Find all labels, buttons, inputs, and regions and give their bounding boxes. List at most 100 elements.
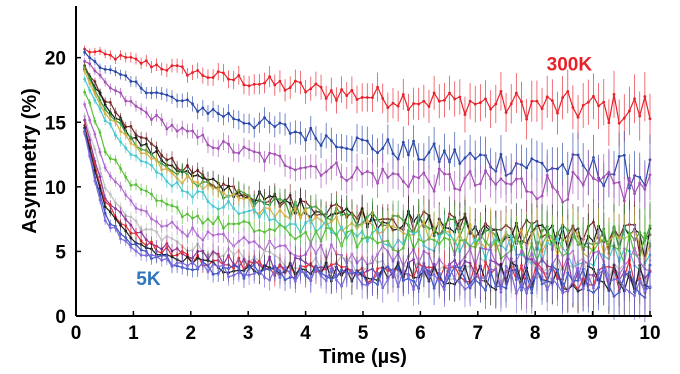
data-point	[196, 69, 200, 72]
data-point	[196, 181, 200, 184]
data-point	[288, 271, 292, 275]
data-point	[304, 230, 308, 234]
data-point	[622, 286, 626, 290]
data-point	[314, 137, 318, 140]
data-point	[288, 166, 292, 170]
data-point	[196, 110, 200, 113]
data-point	[335, 215, 338, 219]
data-point	[283, 266, 287, 269]
data-point	[427, 275, 431, 279]
data-point	[211, 233, 215, 237]
data-point	[129, 215, 133, 219]
data-point	[165, 202, 169, 206]
data-point	[88, 118, 92, 122]
data-point	[237, 271, 241, 275]
data-point	[309, 87, 313, 91]
data-point	[93, 119, 97, 123]
data-point	[309, 164, 313, 168]
data-point	[345, 147, 349, 150]
data-point	[144, 111, 148, 114]
data-point	[335, 233, 338, 237]
data-point	[129, 80, 133, 83]
data-point	[293, 222, 297, 226]
data-point	[247, 84, 251, 88]
data-point	[180, 168, 184, 172]
data-point	[144, 59, 148, 63]
data-point	[201, 221, 205, 225]
data-point	[242, 197, 246, 201]
data-point	[376, 151, 379, 155]
data-point	[283, 199, 287, 203]
data-point	[150, 192, 153, 196]
data-point	[252, 82, 256, 86]
data-point	[201, 74, 205, 77]
data-point	[211, 250, 215, 254]
data-point	[355, 274, 359, 278]
data-point	[509, 102, 513, 106]
data-point	[319, 144, 323, 147]
data-point	[340, 175, 344, 179]
data-point	[417, 237, 421, 241]
data-point	[98, 73, 102, 77]
data-point	[242, 145, 246, 149]
data-point	[155, 63, 158, 67]
data-point	[417, 176, 421, 180]
data-point	[139, 86, 143, 90]
data-point	[396, 265, 400, 269]
data-point	[401, 246, 405, 250]
data-point	[170, 156, 174, 160]
data-point	[463, 113, 467, 116]
data-point	[180, 215, 184, 219]
data-point	[232, 78, 236, 82]
data-point	[566, 289, 570, 293]
data-point	[345, 179, 349, 182]
data-point	[443, 172, 446, 176]
data-point	[211, 262, 215, 266]
data-point	[103, 80, 107, 84]
data-point	[108, 68, 112, 72]
x-tick-label: 2	[186, 323, 197, 344]
data-point	[252, 230, 256, 233]
data-point	[237, 212, 241, 216]
data-point	[427, 105, 431, 108]
data-point	[232, 222, 236, 226]
data-point	[221, 263, 225, 267]
data-point	[175, 261, 179, 265]
data-point	[335, 98, 338, 102]
data-point	[216, 188, 220, 191]
data-point	[473, 157, 477, 161]
data-point	[463, 176, 467, 180]
data-point	[437, 99, 441, 103]
data-point	[227, 111, 230, 115]
data-point	[221, 206, 225, 209]
data-point	[458, 95, 462, 99]
data-point	[175, 99, 179, 103]
data-point	[98, 107, 102, 111]
data-point	[129, 55, 133, 59]
data-point	[520, 282, 523, 286]
data-point	[144, 151, 148, 155]
data-point	[165, 127, 169, 131]
data-point	[83, 69, 87, 73]
data-point	[129, 153, 133, 156]
data-point	[98, 49, 102, 53]
data-point	[252, 207, 256, 211]
data-point	[124, 239, 128, 243]
data-point	[309, 243, 313, 247]
data-point	[211, 76, 215, 79]
data-point	[643, 95, 647, 98]
data-point	[371, 147, 374, 151]
data-point	[314, 229, 318, 233]
data-point	[468, 151, 472, 155]
data-point	[504, 111, 508, 114]
data-point	[638, 114, 642, 118]
data-point	[88, 82, 92, 85]
data-point	[458, 188, 462, 192]
data-point	[607, 121, 611, 125]
data-point	[263, 81, 266, 85]
data-point	[299, 197, 302, 201]
data-point	[283, 244, 287, 248]
data-point	[98, 150, 102, 154]
data-point	[350, 270, 354, 273]
data-point	[119, 167, 122, 170]
